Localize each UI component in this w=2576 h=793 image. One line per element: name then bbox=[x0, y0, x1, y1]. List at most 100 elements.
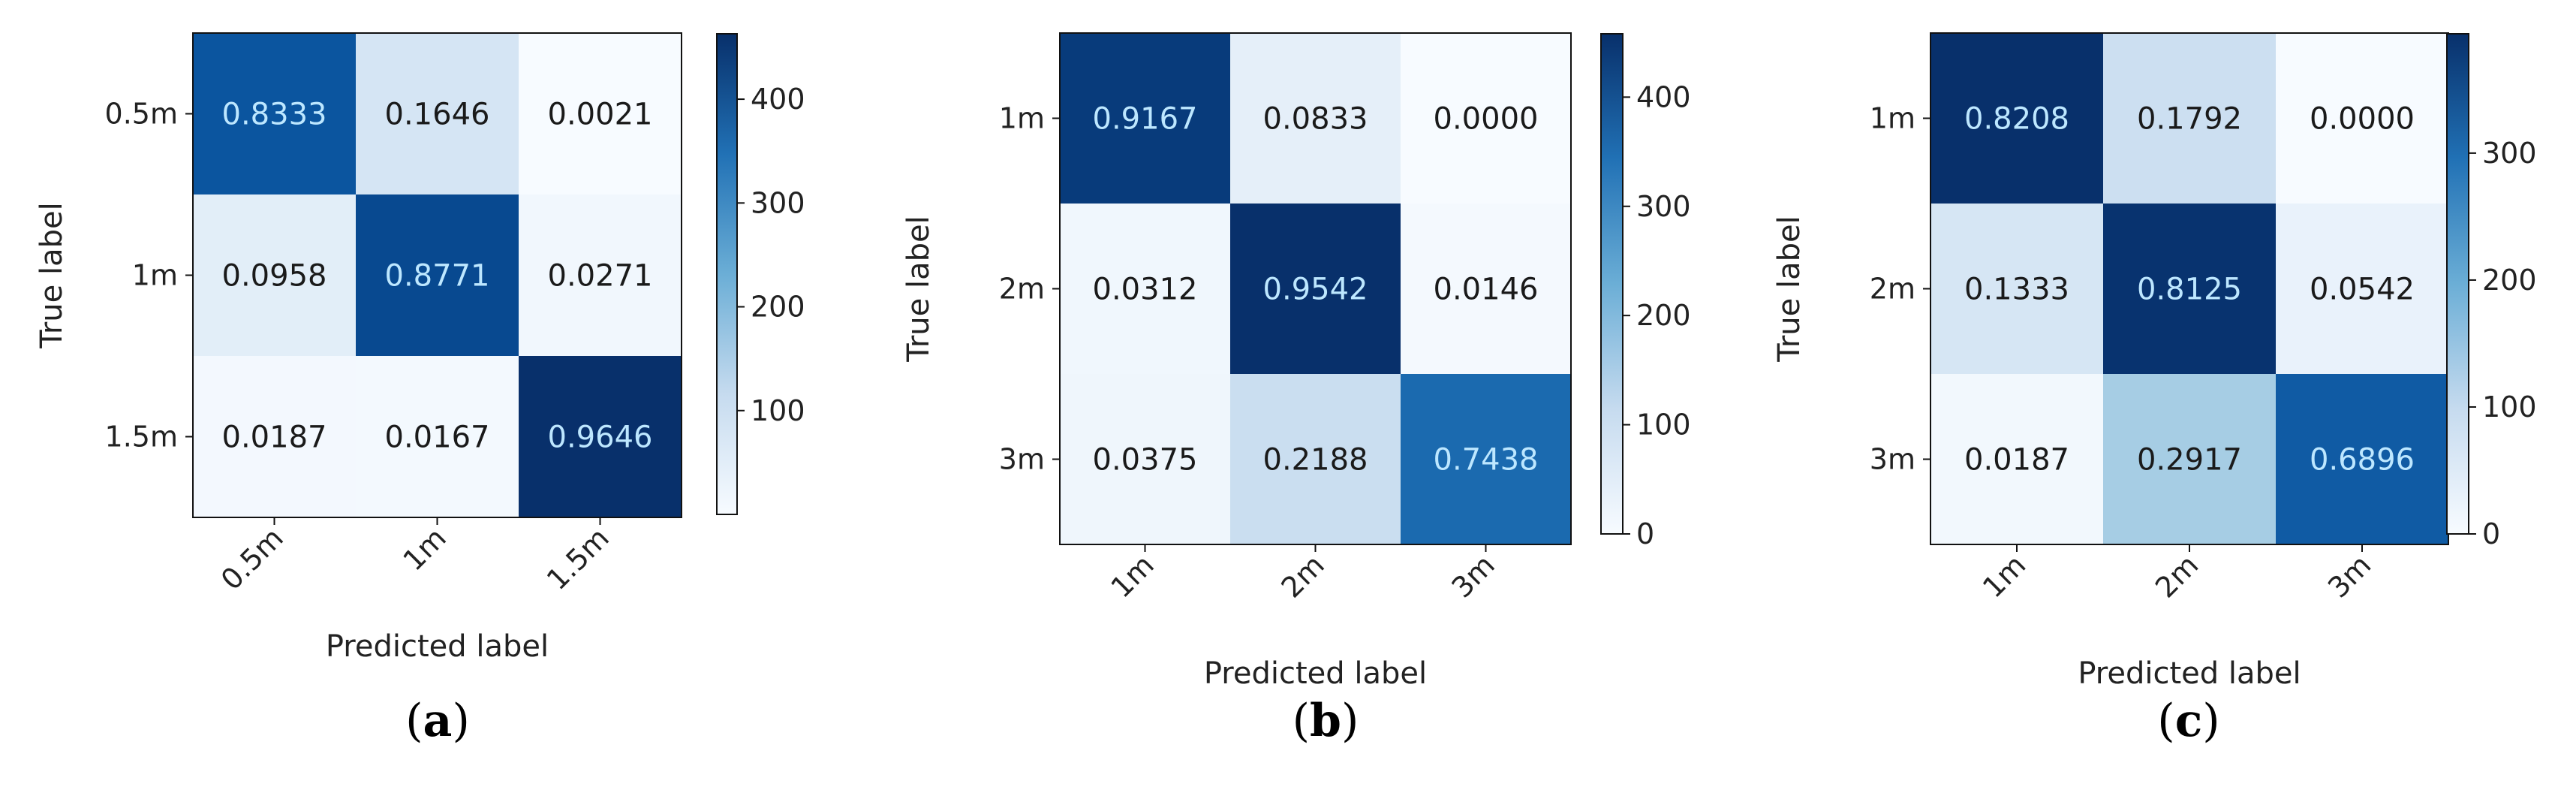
matrix-cell-r1-c2 bbox=[519, 194, 682, 356]
cell-value-r2-c1: 0.0167 bbox=[385, 421, 490, 455]
y-axis-label: True label bbox=[1772, 216, 1807, 362]
matrix-cell-r2-c2 bbox=[519, 356, 682, 517]
cell-value-r2-c2: 0.6896 bbox=[2310, 443, 2415, 478]
cell-value-r1-c0: 0.0312 bbox=[1093, 273, 1198, 307]
y-tick-label: 1m bbox=[132, 259, 178, 292]
cell-value-r1-c1: 0.8771 bbox=[385, 259, 490, 294]
matrix-cell-r2-c0 bbox=[1060, 374, 1230, 544]
x-tick-label: 1.5m bbox=[540, 521, 615, 596]
colorbar-tick-label: 400 bbox=[1636, 80, 1691, 113]
matrix-cell-r1-c1 bbox=[356, 194, 519, 356]
cell-value-r2-c0: 0.0187 bbox=[222, 421, 327, 455]
matrix-cell-r2-c0 bbox=[1930, 374, 2103, 544]
colorbar-tick-label: 200 bbox=[751, 291, 805, 324]
cell-value-r0-c2: 0.0021 bbox=[548, 98, 653, 132]
cell-value-r1-c0: 0.0958 bbox=[222, 259, 327, 294]
x-axis-label: Predicted label bbox=[326, 629, 549, 664]
cell-value-r1-c2: 0.0146 bbox=[1434, 273, 1539, 307]
cell-value-r2-c1: 0.2917 bbox=[2137, 443, 2242, 478]
colorbar bbox=[1600, 33, 1624, 535]
y-tick-label: 1m bbox=[999, 102, 1045, 135]
x-tick-label: 1m bbox=[1104, 548, 1160, 604]
panel-caption-letter: b bbox=[1310, 695, 1341, 747]
x-tick-label: 0.5m bbox=[215, 521, 290, 596]
cell-value-r1-c1: 0.9542 bbox=[1263, 273, 1368, 307]
colorbar-tick-label: 200 bbox=[1636, 299, 1691, 332]
cell-value-r0-c1: 0.1646 bbox=[385, 98, 490, 132]
confusion-matrix-panel-c: 0.8208 0.1792 0.0000 0.1333 0.8125 0.0542 0.01… bbox=[1772, 32, 2537, 747]
y-tick-label: 1m bbox=[1870, 102, 1915, 135]
panels-layer: 0.8333 0.1646 0.0021 0.0958 0.8771 0.0271 0.01… bbox=[35, 32, 2537, 747]
matrix-cell-r1-c2 bbox=[1401, 204, 1571, 374]
colorbar-tick-label: 300 bbox=[2482, 137, 2537, 170]
matrix-cell-r0-c0 bbox=[193, 33, 356, 194]
confusion-matrix-panel-b: 0.9167 0.0833 0.0000 0.0312 0.9542 0.0146 0.03… bbox=[901, 32, 1691, 747]
x-axis-label: Predicted label bbox=[2078, 656, 2301, 691]
y-tick-label: 3m bbox=[1870, 443, 1915, 476]
panel-caption-letter: a bbox=[423, 695, 453, 747]
cell-value-r1-c2: 0.0271 bbox=[548, 259, 653, 294]
matrix-cell-r1-c1 bbox=[2103, 204, 2276, 374]
colorbar-tick-label: 0 bbox=[1636, 517, 1654, 550]
y-tick-label: 1.5m bbox=[105, 421, 178, 454]
y-tick-label: 2m bbox=[999, 273, 1045, 306]
cell-value-r2-c2: 0.7438 bbox=[1434, 443, 1539, 478]
colorbar-tick-label: 300 bbox=[1636, 190, 1691, 223]
matrix-cell-r0-c2 bbox=[519, 33, 682, 194]
colorbar-tick-label: 100 bbox=[751, 394, 805, 427]
colorbar bbox=[716, 33, 738, 515]
panel-caption: (b) bbox=[1293, 695, 1359, 747]
colorbar-tick-label: 300 bbox=[751, 186, 805, 219]
matrix-cell-r0-c2 bbox=[2276, 33, 2448, 204]
matrix-cell-r0-c1 bbox=[2103, 33, 2276, 204]
colorbar-tick-label: 100 bbox=[2482, 390, 2537, 424]
cell-value-r0-c1: 0.1792 bbox=[2137, 102, 2242, 137]
cell-value-r0-c0: 0.9167 bbox=[1093, 102, 1198, 137]
matrix-cell-r2-c0 bbox=[193, 356, 356, 517]
matrix-cell-r2-c1 bbox=[1230, 374, 1401, 544]
confusion-matrix-panel-a: 0.8333 0.1646 0.0021 0.0958 0.8771 0.0271 0.01… bbox=[35, 32, 805, 747]
matrix-cell-r0-c1 bbox=[1230, 33, 1401, 204]
matrix-cell-r0-c0 bbox=[1060, 33, 1230, 204]
y-tick-label: 3m bbox=[999, 443, 1045, 476]
panel-caption: (c) bbox=[2157, 695, 2219, 747]
matrix-cell-r2-c2 bbox=[2276, 374, 2448, 544]
y-axis-label: True label bbox=[35, 202, 69, 348]
matrix-cell-r0-c2 bbox=[1401, 33, 1571, 204]
matrix-cell-r1-c2 bbox=[2276, 204, 2448, 374]
matrix-cell-r2-c1 bbox=[356, 356, 519, 517]
cell-value-r2-c0: 0.0187 bbox=[1964, 443, 2069, 478]
cell-value-r2-c1: 0.2188 bbox=[1263, 443, 1368, 478]
colorbar-tick-label: 400 bbox=[751, 83, 805, 116]
x-tick-label: 3m bbox=[1445, 548, 1500, 604]
x-tick-label: 2m bbox=[1274, 548, 1330, 604]
x-tick-label: 1m bbox=[1976, 548, 2032, 604]
matrix-cell-r0-c0 bbox=[1930, 33, 2103, 204]
x-tick-label: 3m bbox=[2322, 548, 2377, 604]
cell-value-r1-c1: 0.8125 bbox=[2137, 273, 2242, 307]
colorbar-tick-label: 0 bbox=[2482, 517, 2500, 550]
cell-value-r0-c1: 0.0833 bbox=[1263, 102, 1368, 137]
x-tick-label: 1m bbox=[396, 521, 452, 577]
cell-value-r1-c0: 0.1333 bbox=[1964, 273, 2069, 307]
y-tick-label: 0.5m bbox=[105, 98, 178, 131]
x-axis-label: Predicted label bbox=[1204, 656, 1427, 691]
y-axis-label: True label bbox=[901, 216, 936, 362]
panel-caption-letter: c bbox=[2175, 695, 2203, 747]
panel-caption: (a) bbox=[405, 695, 470, 747]
colorbar-tick-label: 200 bbox=[2482, 264, 2537, 297]
matrix-cell-r1-c0 bbox=[1930, 204, 2103, 374]
matrix-cell-r1-c1 bbox=[1230, 204, 1401, 374]
x-tick-label: 2m bbox=[2149, 548, 2204, 604]
cell-value-r0-c0: 0.8208 bbox=[1964, 102, 2069, 137]
cell-value-r2-c2: 0.9646 bbox=[548, 421, 653, 455]
cell-value-r2-c0: 0.0375 bbox=[1093, 443, 1198, 478]
cell-value-r1-c2: 0.0542 bbox=[2310, 273, 2415, 307]
matrix-cell-r1-c0 bbox=[1060, 204, 1230, 374]
cell-value-r0-c2: 0.0000 bbox=[2310, 102, 2415, 137]
matrix-cell-r0-c1 bbox=[356, 33, 519, 194]
matrix-cell-r2-c1 bbox=[2103, 374, 2276, 544]
matrix-cell-r1-c0 bbox=[193, 194, 356, 356]
cell-value-r0-c2: 0.0000 bbox=[1434, 102, 1539, 137]
